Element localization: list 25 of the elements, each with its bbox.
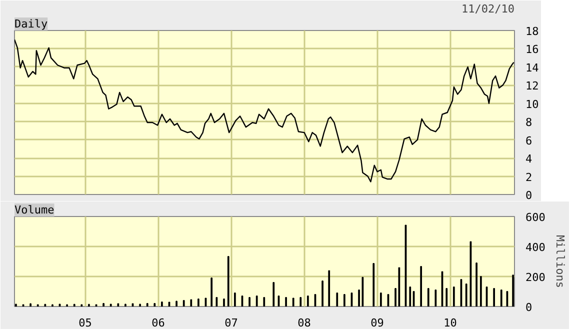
- y-tick-label: 8: [526, 116, 532, 130]
- series-label: Daily: [14, 18, 48, 30]
- y-tick-label: 14: [526, 61, 540, 74]
- y-tick-label: 2: [526, 170, 532, 184]
- y-tick-label: 0: [526, 189, 532, 202]
- x-tick-label: 07: [224, 316, 238, 330]
- y-tick-label: 0: [526, 301, 532, 314]
- x-tick-label: 08: [298, 316, 311, 330]
- line-series: [14, 39, 514, 182]
- y-tick-label: 12: [526, 80, 539, 93]
- y-tick-label: 600: [526, 211, 546, 224]
- text: Volume: [14, 204, 54, 216]
- y-tick-label: 16: [526, 43, 539, 56]
- y-tick-label: 200: [526, 271, 546, 284]
- x-tick-label: 10: [444, 316, 457, 330]
- x-tick-label: 09: [370, 316, 384, 330]
- y-tick-label: 6: [526, 134, 532, 148]
- y-axis-title: Millions: [553, 235, 566, 288]
- x-tick-label: 06: [152, 316, 165, 330]
- y-tick-label: 400: [526, 241, 546, 254]
- y-tick-label: 18: [526, 25, 539, 38]
- x-tick-label: 05: [78, 316, 92, 330]
- text: 11/02/10: [462, 2, 515, 16]
- y-tick-label: 4: [526, 152, 532, 166]
- y-tick-label: 10: [526, 98, 539, 111]
